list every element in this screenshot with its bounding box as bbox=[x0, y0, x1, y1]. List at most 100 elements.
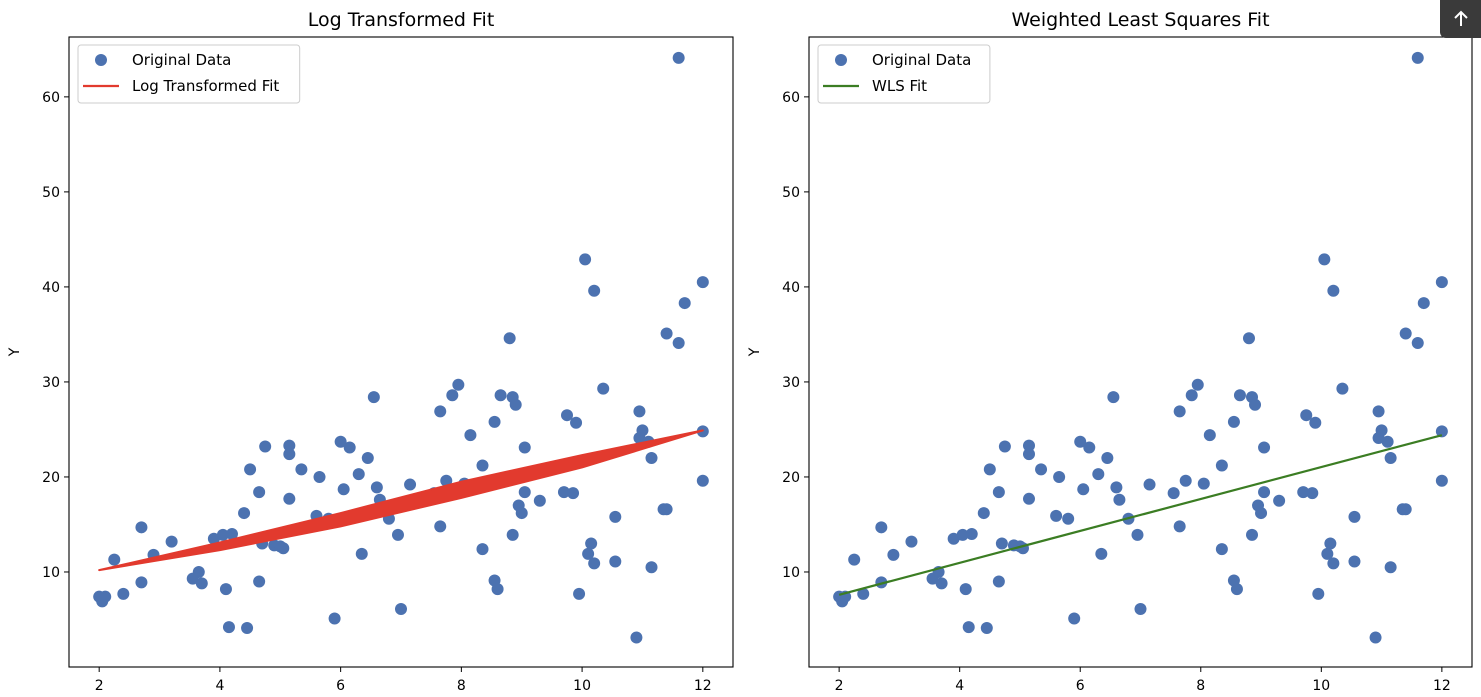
data-point bbox=[1035, 463, 1048, 476]
y-tick-label: 30 bbox=[782, 375, 800, 391]
data-point bbox=[1167, 487, 1180, 500]
data-point bbox=[588, 284, 601, 297]
chart-panel-1: Log Transformed Fit Y 2 4 6 8 10 12 10 20 30 40 50 60… bbox=[7, 9, 734, 694]
data-point bbox=[1074, 435, 1087, 448]
data-point bbox=[1173, 520, 1186, 533]
scatter-series bbox=[833, 51, 1448, 644]
data-point bbox=[1324, 537, 1337, 550]
data-point bbox=[645, 561, 658, 574]
y-tick-label: 10 bbox=[42, 565, 60, 581]
data-point bbox=[515, 507, 528, 520]
legend-label: Log Transformed Fit bbox=[132, 77, 279, 95]
data-point bbox=[518, 441, 531, 454]
data-point bbox=[99, 590, 112, 603]
data-point bbox=[582, 547, 595, 560]
data-point bbox=[1327, 557, 1340, 570]
data-point bbox=[446, 389, 459, 402]
data-point bbox=[1435, 474, 1448, 487]
data-point bbox=[1348, 555, 1361, 568]
data-point bbox=[476, 459, 489, 472]
data-point bbox=[395, 603, 407, 616]
data-point bbox=[1306, 487, 1319, 500]
data-point bbox=[1203, 429, 1216, 442]
data-point bbox=[1258, 441, 1271, 454]
data-point bbox=[1246, 528, 1259, 541]
data-point bbox=[1348, 510, 1361, 523]
data-point bbox=[1022, 448, 1035, 461]
y-tick-label: 20 bbox=[42, 470, 60, 486]
x-tick-label: 12 bbox=[1433, 678, 1451, 694]
data-point bbox=[579, 253, 592, 266]
data-point bbox=[1107, 391, 1120, 404]
data-point bbox=[588, 557, 601, 570]
chart-title: Weighted Least Squares Fit bbox=[1011, 9, 1269, 31]
legend-marker-scatter bbox=[95, 54, 107, 66]
legend-label: Original Data bbox=[872, 51, 971, 69]
data-point bbox=[135, 521, 148, 534]
data-point bbox=[283, 492, 296, 505]
x-tick-label: 2 bbox=[95, 678, 104, 694]
data-point bbox=[283, 448, 296, 461]
data-point bbox=[1197, 477, 1210, 490]
data-point bbox=[1215, 543, 1228, 556]
data-point bbox=[1062, 512, 1075, 525]
data-point bbox=[1375, 424, 1388, 437]
axes-frame bbox=[808, 36, 1473, 668]
data-point bbox=[977, 507, 990, 520]
data-point bbox=[1309, 416, 1322, 429]
data-point bbox=[1258, 486, 1271, 499]
data-point bbox=[1435, 276, 1448, 289]
data-point bbox=[1227, 415, 1240, 428]
data-point bbox=[992, 486, 1005, 499]
data-point bbox=[1411, 51, 1424, 64]
data-point bbox=[1110, 481, 1123, 494]
x-tick-label: 2 bbox=[835, 678, 844, 694]
data-point bbox=[518, 486, 531, 499]
y-tick-label: 40 bbox=[42, 280, 60, 296]
data-point bbox=[609, 555, 622, 568]
data-point bbox=[404, 478, 417, 491]
data-point bbox=[1336, 382, 1349, 395]
data-point bbox=[391, 528, 404, 541]
data-point bbox=[1399, 327, 1412, 340]
data-point bbox=[672, 336, 685, 349]
data-point bbox=[597, 382, 610, 395]
data-point bbox=[241, 622, 254, 635]
legend-marker-scatter bbox=[835, 54, 847, 66]
data-point bbox=[328, 612, 341, 625]
data-point bbox=[313, 470, 326, 483]
data-point bbox=[1173, 405, 1186, 418]
data-point bbox=[434, 405, 447, 418]
data-point bbox=[956, 528, 969, 541]
data-point bbox=[965, 527, 978, 540]
data-point bbox=[434, 520, 447, 533]
data-point bbox=[1242, 332, 1255, 345]
data-point bbox=[1249, 398, 1262, 411]
data-point bbox=[277, 542, 290, 555]
data-point bbox=[192, 565, 205, 578]
x-tick-label: 4 bbox=[215, 678, 224, 694]
legend: Original Data Log Transformed Fit bbox=[77, 44, 301, 104]
data-point bbox=[283, 439, 296, 452]
data-point bbox=[1095, 547, 1108, 560]
data-point bbox=[253, 486, 266, 499]
legend-label: WLS Fit bbox=[872, 77, 927, 95]
data-point bbox=[1417, 297, 1430, 310]
data-point bbox=[633, 405, 646, 418]
data-point bbox=[1327, 284, 1340, 297]
y-tick-label: 60 bbox=[782, 90, 800, 106]
x-tick-label: 8 bbox=[457, 678, 466, 694]
legend: Original Data WLS Fit bbox=[817, 44, 991, 104]
data-point bbox=[570, 416, 583, 429]
data-point bbox=[355, 547, 368, 560]
data-point bbox=[1113, 493, 1126, 506]
data-point bbox=[696, 276, 709, 289]
chart-title: Log Transformed Fit bbox=[308, 9, 495, 31]
x-tick-label: 10 bbox=[573, 678, 591, 694]
data-point bbox=[488, 415, 501, 428]
scroll-to-top-button[interactable] bbox=[1440, 0, 1481, 38]
x-tick-label: 8 bbox=[1196, 678, 1205, 694]
data-point bbox=[238, 507, 251, 520]
data-point bbox=[361, 451, 374, 464]
data-point bbox=[370, 481, 383, 494]
